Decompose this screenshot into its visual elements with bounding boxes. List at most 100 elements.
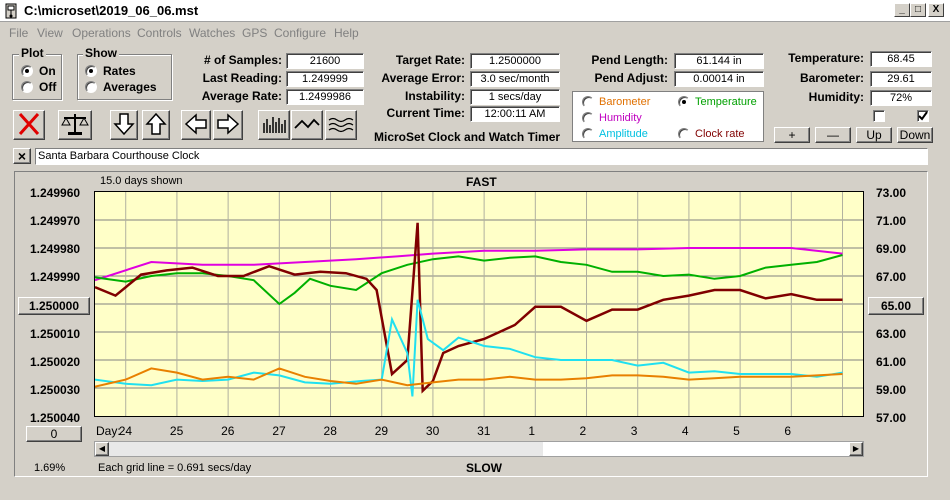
scroll-thumb[interactable]	[543, 442, 849, 456]
amplitude-option-label: Amplitude	[599, 128, 648, 140]
menu-view[interactable]: View	[37, 26, 63, 40]
x-tick-label: 2	[579, 424, 587, 438]
pend-length-value[interactable]: 61.144 in	[674, 53, 764, 69]
right-arrow-button[interactable]	[213, 110, 243, 140]
checkbox-left[interactable]	[873, 110, 885, 122]
arrow-up-icon	[145, 112, 167, 135]
line-graph-button[interactable]	[291, 110, 323, 140]
barometer-option-label: Barometer	[599, 96, 651, 108]
pend-length-label: Pend Length:	[591, 53, 668, 67]
days-shown-label: 15.0 days shown	[100, 175, 183, 187]
zero-button[interactable]: 0	[26, 426, 82, 442]
plot-off-radio[interactable]	[21, 81, 33, 93]
left-arrow-button[interactable]	[181, 110, 211, 140]
histogram-button[interactable]	[258, 110, 290, 140]
wave-icon	[328, 117, 354, 133]
humidity-option-label: Humidity	[599, 112, 642, 124]
horizontal-scrollbar[interactable]: ◀ ▶	[94, 441, 864, 457]
clock-name-field[interactable]: Santa Barbara Courthouse Clock	[35, 148, 928, 165]
down-button[interactable]: Down	[897, 127, 933, 143]
temperature-radio[interactable]	[678, 96, 690, 108]
menu-help[interactable]: Help	[334, 26, 359, 40]
chart-svg	[94, 192, 863, 416]
clock-rate-radio[interactable]	[678, 128, 690, 140]
minus-button[interactable]: —	[815, 127, 851, 143]
y-left-tick: 1.249970	[30, 214, 81, 228]
menu-configure[interactable]: Configure	[274, 26, 327, 40]
wave-graph-button[interactable]	[325, 110, 357, 140]
show-averages-label: Averages	[103, 80, 157, 94]
x-tick-label: 25	[169, 424, 184, 438]
up-button[interactable]: Up	[856, 127, 892, 143]
balance-button[interactable]	[58, 110, 92, 140]
balance-scale-icon	[61, 114, 89, 135]
arrow-right-icon	[217, 113, 240, 135]
average-error-label: Average Error:	[381, 71, 465, 85]
humidity-radio[interactable]	[582, 112, 594, 124]
sensor-selector	[572, 91, 764, 142]
center-sensor-button[interactable]: 65.00	[868, 297, 924, 315]
y-right-tick: 69.00	[876, 242, 907, 256]
pend-adjust-value: 0.00014 in	[674, 71, 764, 87]
center-rate-button[interactable]: 1.250000	[18, 297, 90, 315]
average-rate-value: 1.2499986	[286, 89, 364, 105]
maximize-button[interactable]: □	[910, 3, 926, 17]
day-label: Day:	[96, 424, 121, 438]
x-tick-label: 5	[733, 424, 740, 438]
title-bar: C:\microset\2019_06_06.mst _ □ X	[0, 0, 950, 22]
menu-controls[interactable]: Controls	[137, 26, 182, 40]
x-tick-label: 24	[118, 424, 133, 438]
temperature-value: 68.45	[870, 51, 932, 67]
app-caption: MicroSet Clock and Watch Timer	[374, 130, 561, 144]
up-arrow-button[interactable]	[142, 110, 170, 140]
x-tick-label: 29	[374, 424, 389, 438]
humidity-value: 72%	[870, 90, 932, 106]
minimize-button[interactable]: _	[894, 3, 910, 17]
x-tick-label: 26	[221, 424, 235, 438]
checkbox-right[interactable]	[917, 110, 929, 122]
plot-on-label: On	[39, 64, 56, 78]
current-time-value: 12:00:11 AM	[470, 106, 560, 122]
temperature-label: Temperature:	[788, 51, 864, 65]
y-right-tick: 71.00	[876, 214, 907, 228]
menu-gps[interactable]: GPS	[242, 26, 268, 40]
show-group-label: Show	[83, 46, 119, 60]
y-right-tick: 73.00	[876, 186, 907, 200]
plot-area[interactable]	[94, 191, 864, 417]
y-left-tick: 1.250030	[30, 383, 81, 397]
close-clock-button[interactable]: ×	[13, 148, 31, 164]
instability-value: 1 secs/day	[470, 89, 560, 105]
show-rates-radio[interactable]	[85, 65, 97, 77]
current-time-label: Current Time:	[386, 106, 465, 120]
scroll-right-button[interactable]: ▶	[849, 442, 863, 456]
plot-on-radio[interactable]	[21, 65, 33, 77]
series-line-humidity	[94, 247, 843, 282]
average-error-value: 3.0 sec/month	[470, 71, 560, 87]
series-line-amplitude	[94, 299, 843, 397]
menu-watches[interactable]: Watches	[189, 26, 236, 40]
plus-button[interactable]: +	[774, 127, 810, 143]
close-button[interactable]: X	[928, 3, 944, 17]
temperature-option-label: Temperature	[695, 96, 757, 108]
x-tick-label: 31	[477, 424, 491, 438]
window-title: C:\microset\2019_06_06.mst	[24, 3, 199, 18]
menu-operations[interactable]: Operations	[72, 26, 131, 40]
y-right-tick: 63.00	[876, 327, 907, 341]
series-line-temperature	[94, 254, 843, 306]
scroll-left-button[interactable]: ◀	[95, 442, 109, 456]
menu-file[interactable]: File	[9, 26, 29, 40]
plot-group-label: Plot	[19, 46, 46, 60]
down-arrow-button[interactable]	[110, 110, 138, 140]
show-averages-radio[interactable]	[85, 81, 97, 93]
target-rate-value[interactable]: 1.2500000	[470, 53, 560, 69]
menu-bar: File View Operations Controls Watches GP…	[0, 24, 950, 41]
amplitude-radio[interactable]	[582, 128, 594, 140]
x-tick-label: 30	[425, 424, 440, 438]
line-graph-icon	[294, 118, 320, 129]
last-reading-label: Last Reading:	[202, 71, 282, 85]
show-group	[77, 54, 172, 100]
stop-button[interactable]	[13, 110, 45, 140]
series-line-clock-rate	[94, 222, 843, 394]
humidity-label: Humidity:	[808, 90, 864, 104]
barometer-radio[interactable]	[582, 96, 594, 108]
